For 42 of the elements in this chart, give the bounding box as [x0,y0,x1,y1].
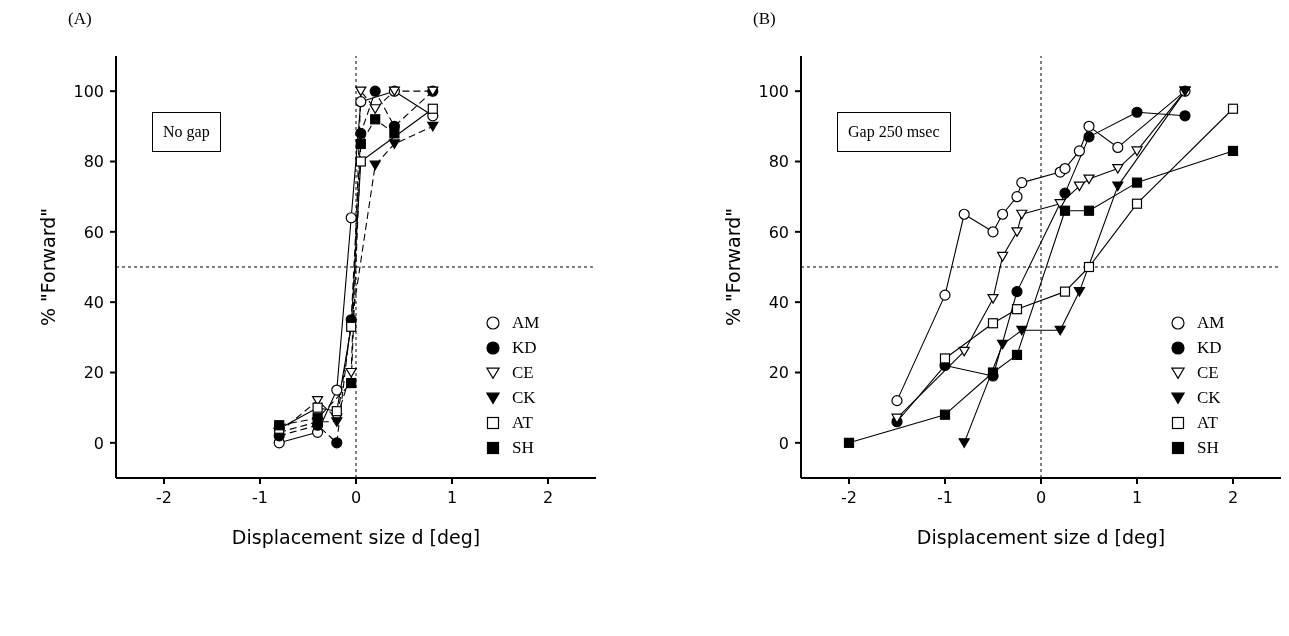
legend-label: KD [512,338,537,358]
x-tick-label: 1 [1131,488,1143,508]
y-tick-label: 0 [93,433,104,453]
chart-title: (A) [67,8,93,30]
legend-label: AM [1197,313,1225,333]
y-tick-label: 60 [768,222,789,242]
y-tick-label: 0 [778,433,789,453]
legend-label: AT [512,413,533,433]
legend-label: AM [512,313,540,333]
chart-title: (B) [752,8,777,30]
y-tick-label: 80 [83,152,104,172]
y-tick-label: 40 [83,292,104,312]
x-tick-label: 2 [1227,488,1239,508]
y-tick-label: 100 [73,81,104,101]
x-tick-label: 0 [350,488,362,508]
legend-label: CK [512,388,536,408]
y-axis-title: % "Forward" [721,208,744,326]
y-tick-label: 100 [758,81,789,101]
x-tick-label: -1 [252,488,268,508]
annotation: Gap 250 msec [837,112,951,152]
x-tick-label: -2 [841,488,857,508]
y-tick-label: 40 [768,292,789,312]
x-tick-label: -2 [156,488,172,508]
y-axis-title: % "Forward" [36,208,59,326]
y-tick-label: 20 [768,363,789,383]
legend-label: CE [512,363,534,383]
legend-label: CK [1197,388,1221,408]
legend-label: KD [1197,338,1222,358]
annotation: No gap [152,112,221,152]
x-tick-label: -1 [937,488,953,508]
legend-label: AT [1197,413,1218,433]
x-tick-label: 1 [446,488,458,508]
x-tick-label: 2 [542,488,554,508]
x-axis-title: Displacement size d [deg] [231,526,481,548]
x-axis-title: Displacement size d [deg] [916,526,1166,548]
legend-label: CE [1197,363,1219,383]
legend-label: SH [1197,438,1219,458]
y-tick-label: 20 [83,363,104,383]
x-tick-label: 0 [1035,488,1047,508]
y-tick-label: 80 [768,152,789,172]
y-tick-label: 60 [83,222,104,242]
legend-label: SH [512,438,534,458]
